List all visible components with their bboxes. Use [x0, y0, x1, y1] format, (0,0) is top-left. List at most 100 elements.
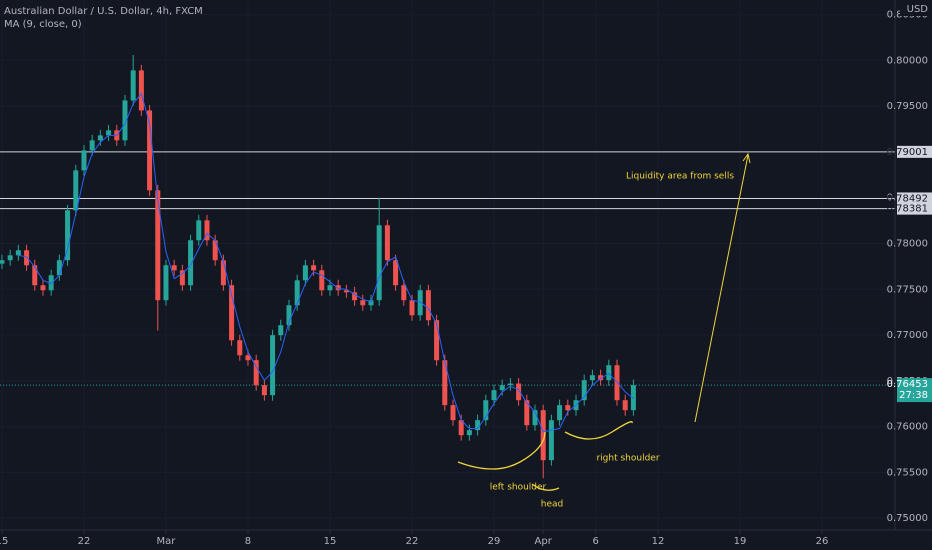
candle-body: [417, 290, 423, 316]
candle-body: [155, 190, 161, 301]
level-label: 0.79001: [887, 147, 928, 158]
last-price-bg: [897, 378, 932, 403]
x-tick-label: 6: [592, 536, 598, 547]
candle-body: [48, 275, 54, 291]
candle-body: [384, 225, 390, 261]
candle-body: [524, 400, 530, 426]
candle-body: [122, 100, 128, 141]
countdown: 27:38: [899, 390, 928, 401]
candle-body: [81, 150, 87, 171]
currency-bg: [900, 2, 930, 16]
candle-body: [270, 335, 276, 396]
chart-title: Australian Dollar / U.S. Dollar, 4h, FXC…: [4, 6, 203, 17]
candle-body: [212, 240, 218, 261]
y-tick-label: 0.77000: [887, 330, 928, 341]
candle-body: [97, 135, 103, 141]
candle-body: [245, 355, 251, 361]
annotations: Liquidity area from sells left shoulder he…: [490, 172, 735, 510]
level-label-bg: [897, 202, 932, 215]
candle-body: [302, 265, 308, 281]
axes: 0.750000.755000.760000.765000.770000.775…: [0, 10, 932, 547]
candle-body: [540, 410, 546, 461]
candle-body: [401, 285, 407, 301]
candle-body: [204, 220, 210, 241]
candle-body: [179, 270, 185, 286]
candle-body: [163, 265, 169, 301]
candle-body: [106, 130, 112, 136]
candle-body: [557, 405, 563, 421]
candle-body: [483, 400, 489, 421]
y-tick-label: 0.75000: [887, 513, 928, 524]
last-price-label: 0.76453: [887, 379, 928, 390]
x-tick-label: 22: [78, 536, 91, 547]
candle-body: [253, 360, 259, 386]
x-tick-label: 26: [816, 536, 829, 547]
candle-body: [0, 260, 5, 264]
currency: USD: [907, 4, 929, 15]
candle-body: [335, 285, 341, 291]
candle-body: [376, 225, 382, 301]
y-tick-label: 0.76000: [887, 422, 928, 433]
candle-body: [614, 365, 620, 401]
candle-body: [581, 380, 587, 401]
candle-body: [237, 340, 243, 356]
level-label: 0.78381: [887, 204, 928, 215]
candle-body: [278, 325, 284, 336]
candle-body: [65, 210, 71, 261]
candle-body: [475, 420, 481, 431]
annotation: right shoulder: [596, 454, 659, 464]
candle-body: [294, 280, 300, 306]
candle-body: [138, 70, 144, 111]
x-tick-label: 22: [406, 536, 419, 547]
candle-body: [261, 385, 267, 396]
candle-body: [188, 240, 194, 286]
x-tick-label: 19: [734, 536, 747, 547]
candle-body: [56, 260, 62, 276]
drawings: [457, 152, 751, 491]
candle-body: [360, 300, 366, 306]
level-label: 0.78492: [887, 193, 928, 204]
candle-body: [89, 140, 95, 151]
arrow-line: [694, 154, 749, 423]
y-tick-label: 0.78000: [887, 238, 928, 249]
candle-body: [516, 383, 522, 401]
candle-body: [311, 265, 317, 271]
candle-body: [589, 375, 595, 381]
candle-body: [606, 365, 612, 381]
level-label-bg: [897, 192, 932, 205]
candle-body: [425, 290, 431, 321]
ma-line: [18, 92, 634, 433]
candle-body: [130, 70, 136, 101]
x-tick-label: 12: [652, 536, 665, 547]
level-label-bg: [897, 145, 932, 158]
candle-body: [565, 405, 571, 411]
x-tick-label: 29: [488, 536, 501, 547]
candle-body: [171, 265, 177, 271]
indicator-legend: MA (9, close, 0): [4, 19, 82, 30]
candle-body: [393, 260, 399, 286]
candle-body: [622, 400, 628, 411]
candle-body: [491, 390, 497, 401]
candle-body: [532, 410, 538, 426]
candle-body: [147, 110, 153, 191]
candle-body: [368, 300, 374, 306]
y-tick-label: 0.77500: [887, 284, 928, 295]
candle-body: [24, 250, 30, 266]
left-shoulder-curve: [457, 431, 546, 470]
candle-body: [548, 420, 554, 461]
candle-body: [466, 430, 472, 436]
x-tick-label: 15: [0, 536, 8, 547]
candle-body: [220, 260, 226, 286]
candle-body: [73, 170, 79, 211]
candle-body: [343, 290, 349, 293]
candle-body: [32, 265, 38, 286]
right-shoulder-curve: [564, 421, 633, 440]
candle-body: [40, 285, 46, 291]
candle-body: [319, 270, 325, 291]
candle-body: [598, 375, 604, 381]
candle-body: [409, 300, 415, 316]
x-tick-label: Apr: [535, 536, 553, 547]
annotation: head: [541, 500, 563, 510]
